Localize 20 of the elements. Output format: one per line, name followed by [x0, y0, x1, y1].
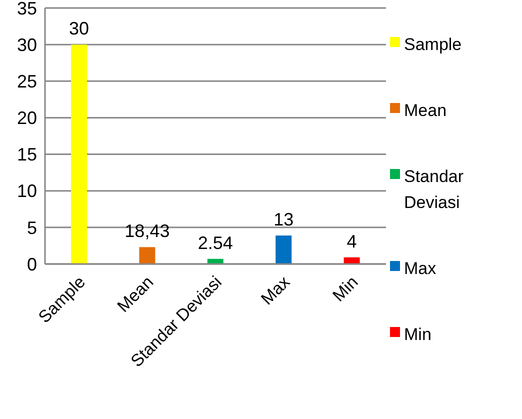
legend-label: Min	[404, 324, 432, 346]
y-tick-label: 25	[16, 72, 37, 92]
y-tick-label: 5	[26, 218, 37, 238]
y-tick-label: 35	[16, 0, 37, 18]
annotation: 30	[68, 18, 90, 39]
annotation: 18,43	[124, 221, 170, 242]
y-tick-label: 20	[16, 108, 37, 128]
annotation: 2.54	[198, 232, 233, 253]
annotation: 4	[346, 231, 357, 252]
x-tick-label: Min	[328, 272, 362, 306]
y-tick-label: 0	[26, 254, 37, 274]
annotation: 13	[274, 209, 294, 230]
legend-label: Mean	[404, 100, 448, 122]
y-tick-label: 30	[16, 34, 37, 55]
y-tick-label: 15	[16, 144, 37, 165]
legend-label: Standar Deviasi	[404, 166, 465, 214]
legend-label: Max	[404, 258, 438, 280]
x-tick-label: Max	[257, 272, 294, 309]
y-tick-label: 10	[16, 181, 37, 202]
legend-label: Sample	[404, 34, 463, 56]
